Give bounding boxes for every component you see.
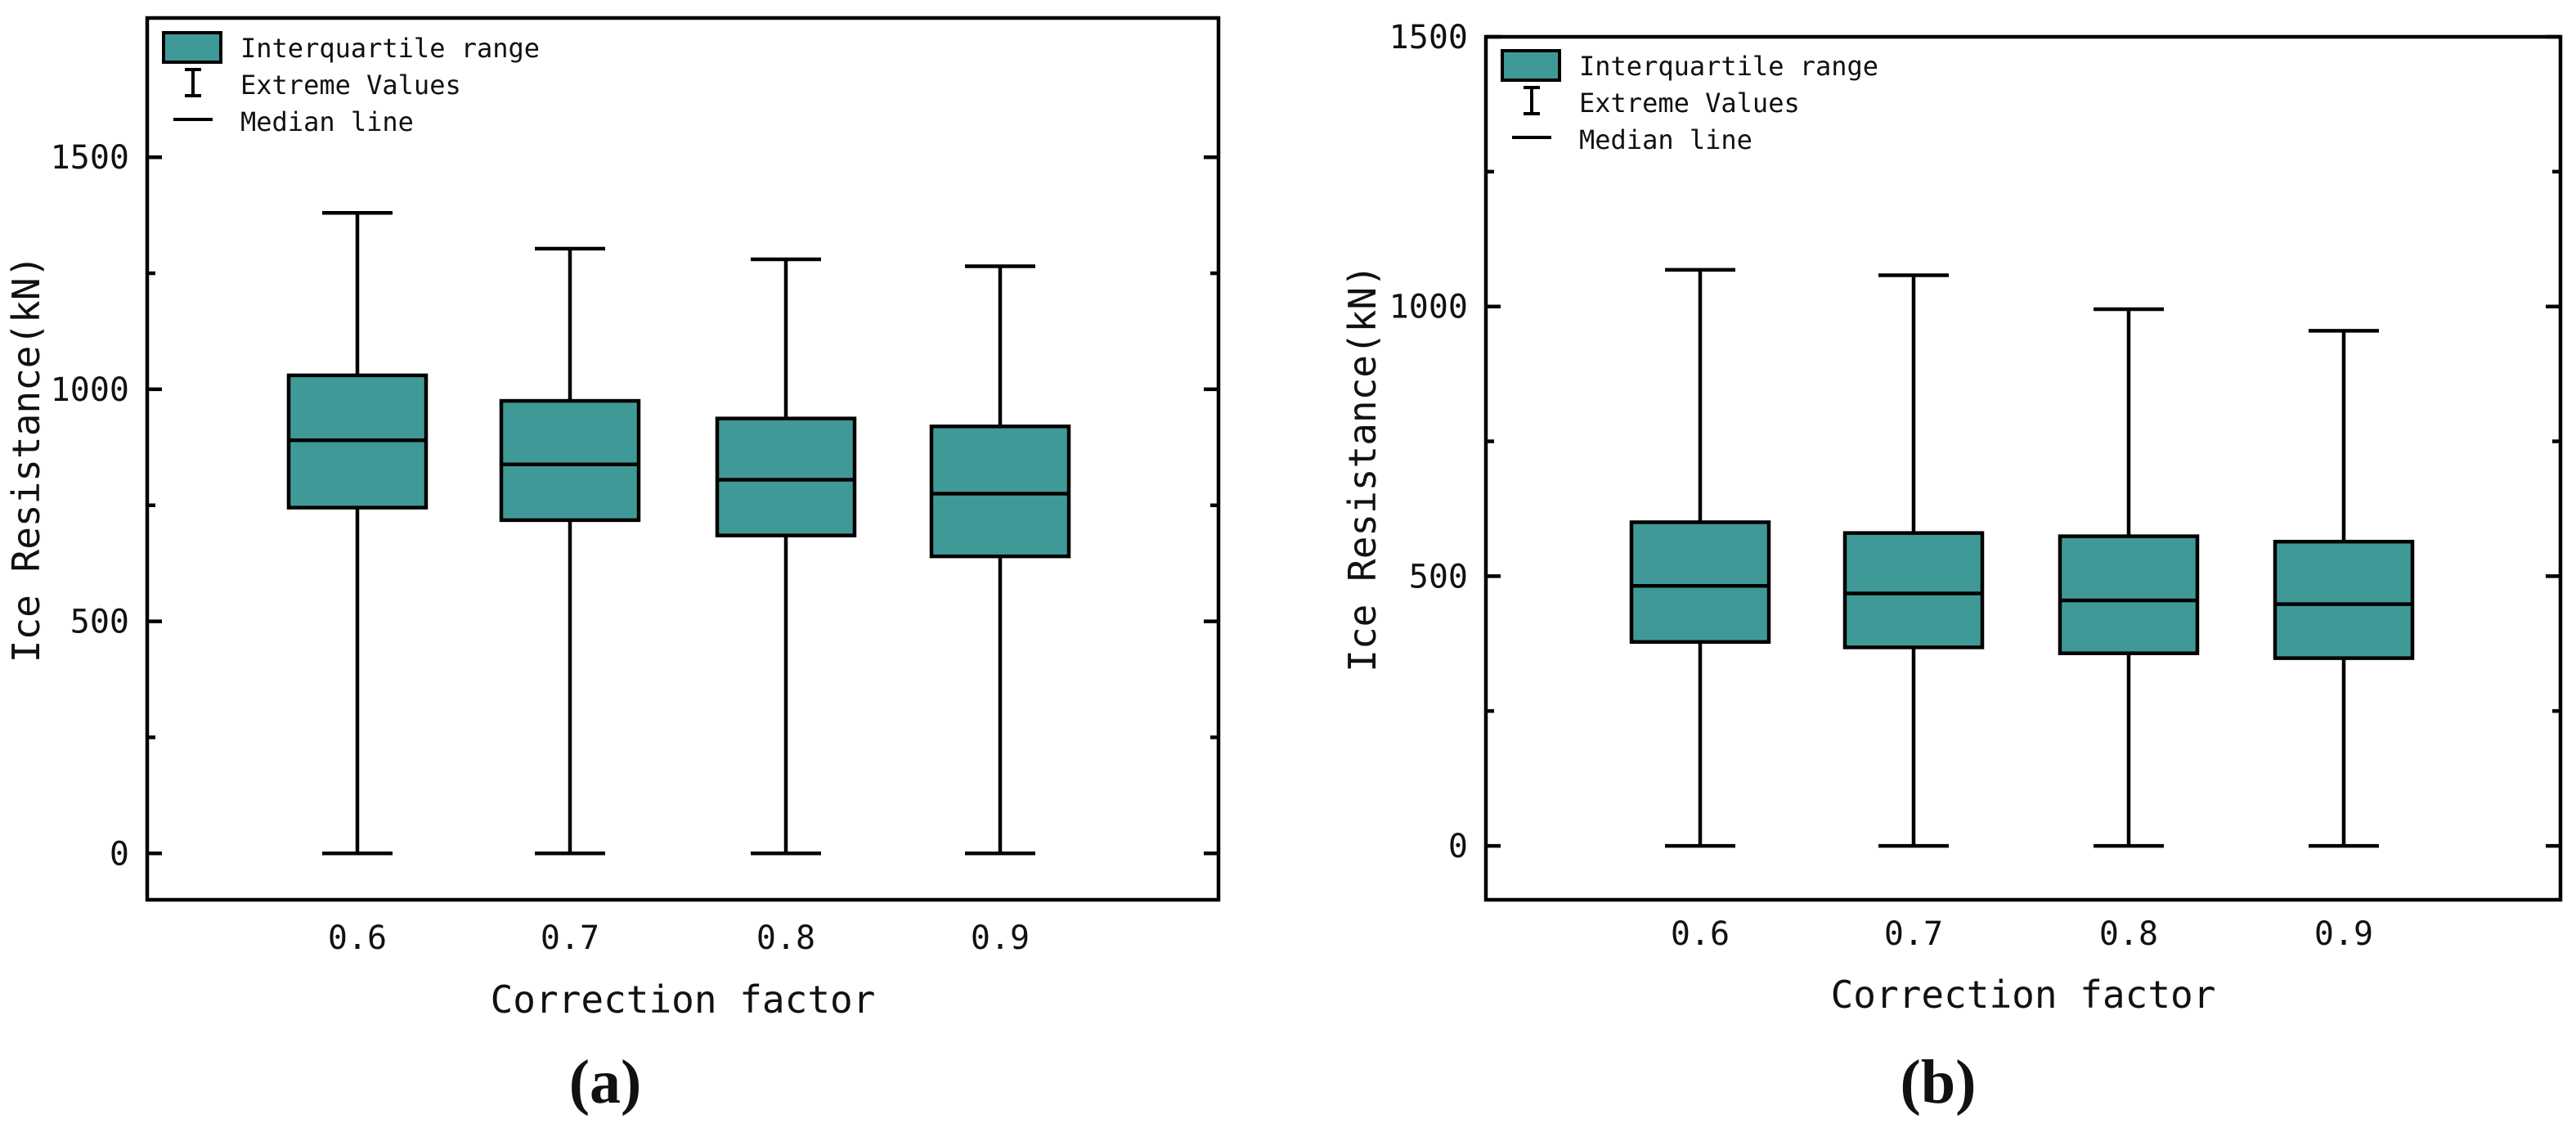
box-0-7 [499,246,641,856]
y-axis-title: Ice Resistance(kN) [4,255,48,663]
box-0-6 [286,211,429,856]
plot-frame [1483,34,2563,902]
box-0-7 [1842,273,1985,848]
interquartile-box [499,398,641,523]
x-tick-label: 0.8 [2099,915,2158,953]
x-tick-label: 0.6 [1671,915,1730,953]
y-tick-label: 1000 [1389,289,1468,326]
chart-panel-b: 0 500 1000 1500 0.6 0.7 0.8 0.9 Correction facto… [1340,19,2563,1117]
legend-label: Extreme Values [1579,88,1800,119]
y-tick-label: 1500 [51,139,129,177]
x-tick-label: 0.6 [328,919,387,957]
legend-label: Extreme Values [240,70,461,101]
box-0-9 [2273,329,2415,848]
panel-label: (a) [569,1048,642,1117]
interquartile-box [2058,534,2200,655]
legend-iqr-swatch [162,31,222,64]
y-tick-label: 500 [70,604,129,641]
x-tick-label: 0.7 [1884,915,1943,953]
x-tick-label: 0.7 [541,919,599,957]
y-tick-label: 1000 [51,371,129,409]
x-tick-label: 0.8 [756,919,815,957]
interquartile-box [715,416,857,537]
y-tick-label: 0 [1448,828,1468,865]
x-tick-label: 0.9 [2314,915,2373,953]
chart-panel-a: 0 500 1000 1500 0.6 0.7 0.8 0.9 Correction facto… [4,16,1221,1117]
panel-label: (b) [1901,1048,1977,1117]
box-0-8 [2058,307,2200,848]
plot-frame [145,16,1221,902]
legend-iqr-swatch [1501,49,1561,82]
interquartile-box [1842,531,1985,649]
x-axis-title: Correction factor [491,977,876,1022]
box-0-6 [1629,267,1771,848]
legend-label: Interquartile range [1579,51,1878,82]
x-axis-title: Correction factor [1831,973,2216,1017]
y-tick-label: 1500 [1389,19,1468,56]
interquartile-box [929,425,1071,559]
interquartile-box [2273,539,2415,660]
legend-label: Median line [1579,124,1752,155]
box-0-8 [715,257,857,856]
interquartile-box [1629,520,1771,645]
legend-label: Interquartile range [240,33,540,64]
y-axis-title: Ice Resistance(kN) [1340,264,1384,672]
box-0-9 [929,264,1071,856]
legend-label: Median line [240,106,414,137]
y-tick-label: 500 [1409,558,1468,595]
legend: Interquartile range Extreme Values Median … [1501,49,1878,155]
y-tick-label: 0 [110,835,129,873]
legend: Interquartile range Extreme Values Median … [162,31,540,137]
x-tick-label: 0.9 [971,919,1030,957]
